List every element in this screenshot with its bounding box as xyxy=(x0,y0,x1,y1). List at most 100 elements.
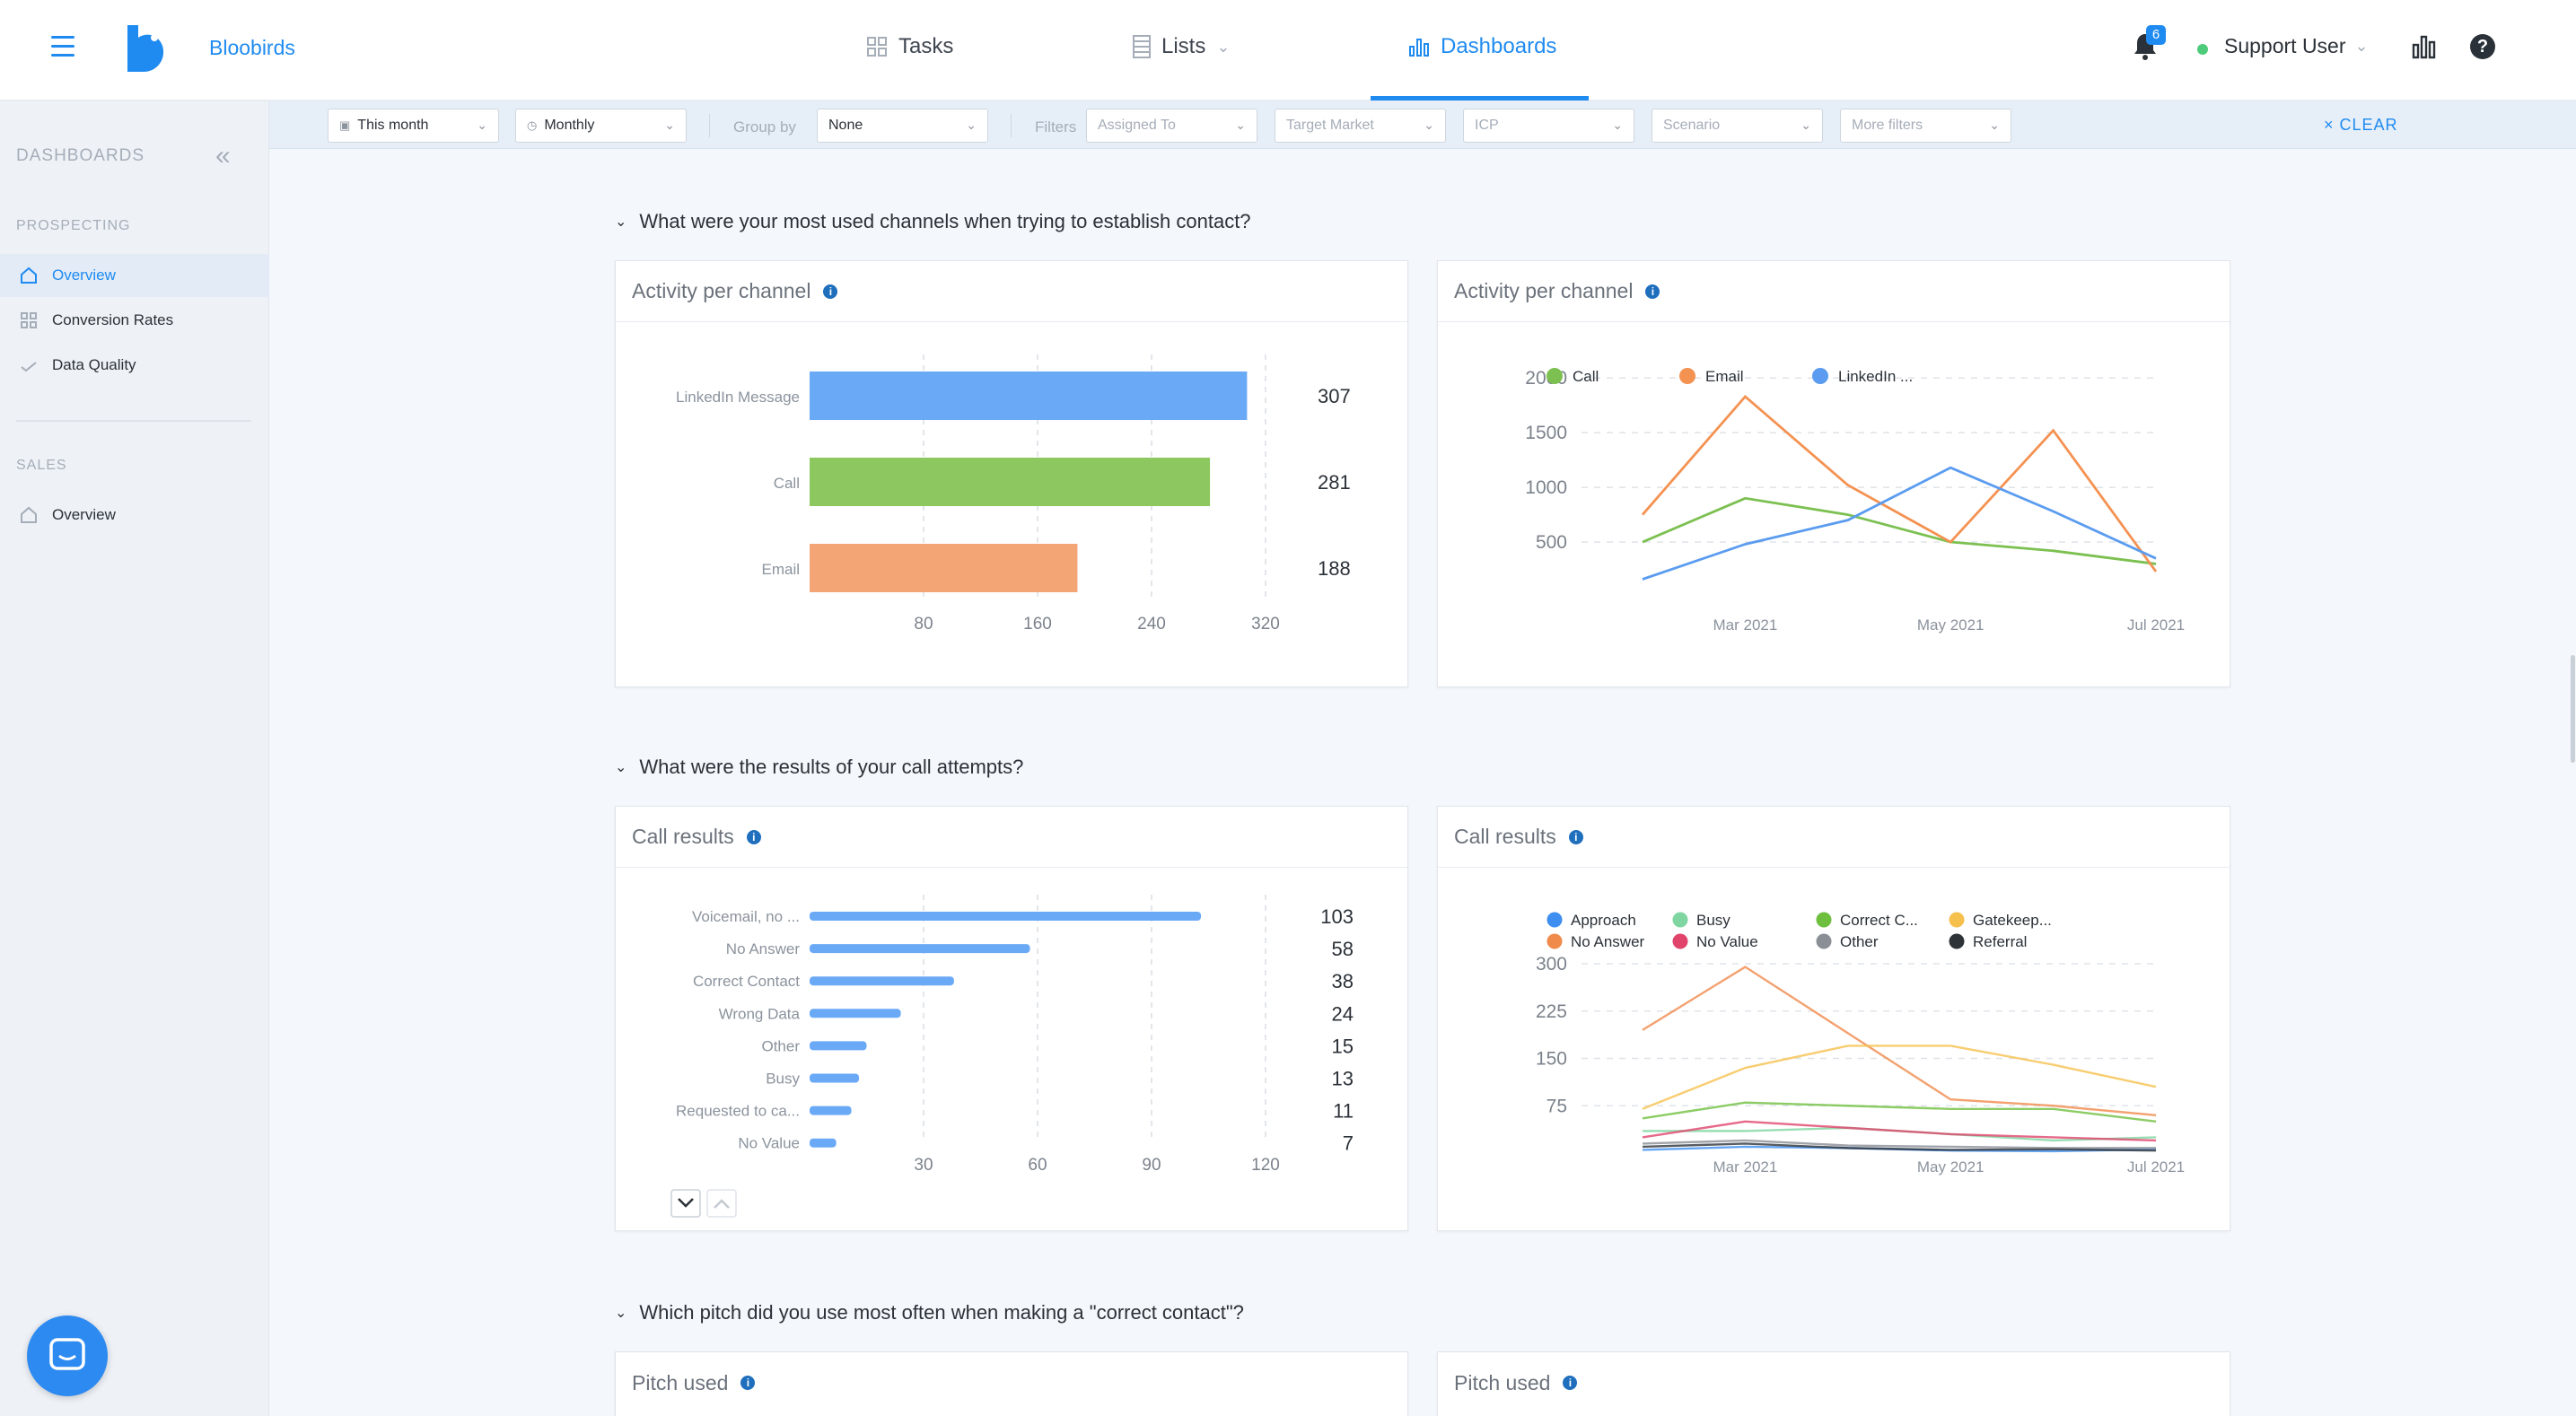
filter-separator xyxy=(709,114,710,137)
value-label: 38 xyxy=(1332,970,1354,992)
series-line xyxy=(1642,1142,2157,1152)
section-title: What were your most used channels when t… xyxy=(639,210,1251,232)
sidebar-item-conversion-rates[interactable]: Conversion Rates xyxy=(0,299,269,342)
icp-placeholder: ICP xyxy=(1475,118,1499,133)
category-label: Voicemail, no ... xyxy=(692,908,800,925)
legend-label: Other xyxy=(1840,933,1879,950)
section-toggle-call-results[interactable]: ⌄ What were the results of your call att… xyxy=(615,756,1023,779)
info-icon[interactable]: i xyxy=(1563,1376,1578,1390)
chat-launcher-button[interactable] xyxy=(27,1315,108,1396)
assigned-to-select[interactable]: Assigned To ⌄ xyxy=(1086,109,1257,143)
bar xyxy=(810,1009,901,1018)
sidebar-item-label: Conversion Rates xyxy=(52,311,174,328)
series-line xyxy=(1642,1139,2156,1149)
info-icon[interactable]: i xyxy=(823,284,838,299)
granularity-select[interactable]: ◷ Monthly ⌄ xyxy=(515,109,687,143)
value-label: 188 xyxy=(1318,557,1351,580)
sidebar-divider xyxy=(16,420,251,422)
nav-tasks[interactable]: Tasks xyxy=(866,34,953,59)
legend-swatch xyxy=(1816,912,1832,928)
card-header: Call results i xyxy=(616,807,1407,868)
legend-swatch xyxy=(1949,933,1965,949)
home-icon xyxy=(21,506,37,523)
legend-label: LinkedIn ... xyxy=(1838,368,1913,385)
x-tick-label: 60 xyxy=(1028,1156,1047,1175)
list-icon xyxy=(1133,35,1151,58)
sidebar-item-overview[interactable]: Overview xyxy=(0,254,269,297)
legend-swatch xyxy=(1816,933,1832,949)
card-title: Activity per channel xyxy=(632,279,811,302)
sidebar-item-label: Overview xyxy=(52,267,116,284)
date-range-select[interactable]: ▣ This month ⌄ xyxy=(328,109,499,143)
section-toggle-pitch[interactable]: ⌄ Which pitch did you use most often whe… xyxy=(615,1301,1244,1324)
pitch-used-card: Pitch used i xyxy=(615,1351,1408,1416)
clear-filters-button[interactable]: × CLEAR xyxy=(2324,116,2398,135)
legend-swatch xyxy=(1679,368,1695,384)
y-tick-label: 75 xyxy=(1546,1096,1567,1116)
value-label: 103 xyxy=(1320,905,1354,928)
scenario-placeholder: Scenario xyxy=(1663,118,1721,133)
bloobirds-logo[interactable] xyxy=(124,25,165,72)
legend-swatch xyxy=(1546,933,1563,949)
legend-swatch xyxy=(1672,912,1688,928)
filters-label: Filters xyxy=(1035,118,1077,135)
chat-icon xyxy=(49,1338,85,1370)
category-label: LinkedIn Message xyxy=(676,389,800,406)
series-line xyxy=(1642,1045,2157,1110)
chevron-down-icon: ⌄ xyxy=(1989,118,2000,132)
nav-dashboards[interactable]: Dashboards xyxy=(1408,34,1556,59)
category-label: No Answer xyxy=(726,940,801,957)
bar xyxy=(810,1041,867,1051)
pitch-used-card: Pitch used i xyxy=(1437,1351,2230,1416)
sidebar-item-data-quality[interactable]: Data Quality xyxy=(0,344,269,387)
value-label: 15 xyxy=(1332,1035,1354,1057)
x-tick-label: May 2021 xyxy=(1917,1158,1985,1176)
calendar-icon: ▣ xyxy=(339,118,351,132)
info-icon[interactable]: i xyxy=(1568,829,1583,844)
nav-lists[interactable]: Lists ⌄ xyxy=(1133,34,1230,59)
card-header: Call results i xyxy=(1438,807,2230,868)
collapse-icon[interactable]: « xyxy=(215,141,231,170)
value-label: 281 xyxy=(1318,471,1351,494)
section-toggle-channels[interactable]: ⌄ What were your most used channels when… xyxy=(615,210,1251,233)
target-market-select[interactable]: Target Market ⌄ xyxy=(1275,109,1446,143)
info-icon[interactable]: i xyxy=(740,1376,756,1390)
x-tick-label: Mar 2021 xyxy=(1713,1158,1777,1176)
stats-icon[interactable] xyxy=(2412,34,2437,59)
check-icon xyxy=(21,362,37,372)
more-filters-select[interactable]: More filters ⌄ xyxy=(1840,109,2011,143)
value-label: 7 xyxy=(1343,1132,1354,1155)
menu-icon[interactable] xyxy=(51,36,74,57)
sidebar-item-sales-overview[interactable]: Overview xyxy=(0,494,269,537)
scenario-select[interactable]: Scenario ⌄ xyxy=(1652,109,1823,143)
x-tick-label: 30 xyxy=(914,1156,933,1175)
value-label: 24 xyxy=(1332,1002,1354,1025)
call-results-line-card: Call results i 75 150 225 300 Mar 2021 May 202… xyxy=(1437,806,2230,1231)
chevron-down-icon: ⌄ xyxy=(615,214,627,230)
active-tab-indicator xyxy=(1371,96,1589,101)
icp-select[interactable]: ICP ⌄ xyxy=(1463,109,1634,143)
chevron-down-icon: ⌄ xyxy=(1424,118,1434,132)
x-tick-label: 80 xyxy=(914,615,933,634)
x-tick-label: May 2021 xyxy=(1917,616,1985,634)
target-market-placeholder: Target Market xyxy=(1286,118,1374,133)
page-scrollbar[interactable] xyxy=(2571,655,2575,763)
chevron-down-icon: ⌄ xyxy=(664,118,675,132)
sidebar-title: DASHBOARDS xyxy=(16,146,145,165)
group-by-select[interactable]: None ⌄ xyxy=(817,109,988,143)
sidebar-item-label: Overview xyxy=(52,506,116,523)
x-tick-label: Jul 2021 xyxy=(2127,1158,2185,1176)
legend-swatch xyxy=(1949,912,1965,928)
granularity-value: Monthly xyxy=(544,118,595,133)
brand-name[interactable]: Bloobirds xyxy=(209,36,295,59)
legend-label: Gatekeep... xyxy=(1973,912,2052,929)
help-icon[interactable]: ? xyxy=(2470,34,2495,59)
y-tick-label: 225 xyxy=(1536,1001,1567,1022)
activity-per-channel-bar-card: Activity per channel i 80 160 240 320 LinkedI… xyxy=(615,260,1408,687)
section-label-sales: SALES xyxy=(16,458,67,473)
call-results-line-chart: 75 150 225 300 Mar 2021 May 2021 Jul 2021 Appro… xyxy=(1536,912,2185,1176)
info-icon[interactable]: i xyxy=(746,829,761,844)
user-menu[interactable]: Support User ⌄ xyxy=(2224,34,2369,58)
info-icon[interactable]: i xyxy=(1645,284,1660,299)
card-title: Activity per channel xyxy=(1454,279,1634,302)
